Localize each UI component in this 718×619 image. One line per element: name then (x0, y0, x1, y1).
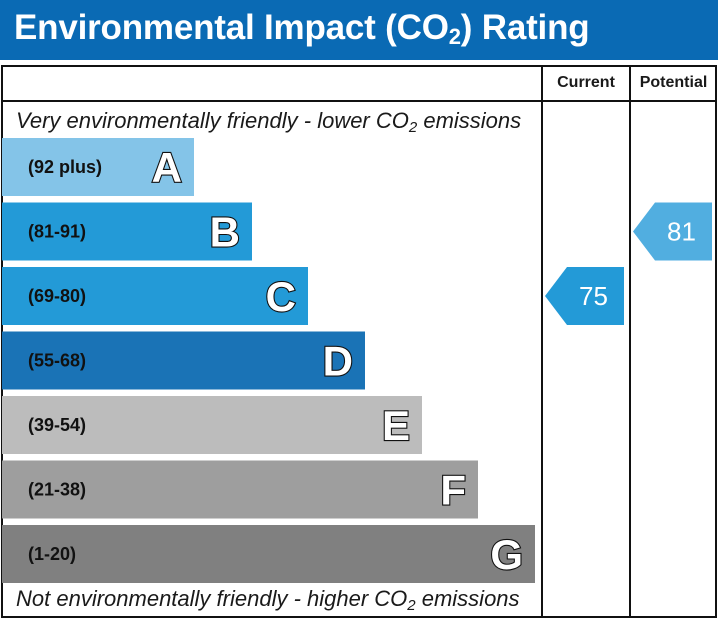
potential-rating-marker: 81 (633, 202, 712, 261)
band-letter: A (152, 144, 182, 191)
current-rating-marker-value: 75 (579, 281, 608, 311)
band-f: (21-38) F (2, 460, 478, 519)
band-b: (81-91) B (2, 202, 252, 261)
band-g: (1-20) G (2, 525, 535, 583)
potential-rating-marker-arrow (633, 202, 712, 261)
band-bar-b (2, 202, 252, 261)
band-range-label: (39-54) (28, 415, 86, 435)
page-title: Environmental Impact (CO2) Rating (14, 8, 590, 49)
band-d: (55-68) D (2, 331, 365, 390)
band-range-label: (81-91) (28, 222, 86, 242)
column-header-potential: Potential (639, 74, 708, 91)
band-letter: F (440, 467, 466, 514)
header-bar: Environmental Impact (CO2) Rating (0, 0, 718, 60)
band-range-label: (69-80) (28, 286, 86, 306)
band-bar-d (2, 331, 365, 390)
table-frame (1, 65, 717, 618)
caption-not-friendly: Not environmentally friendly - higher CO… (16, 586, 520, 614)
band-range-label: (21-38) (28, 480, 86, 500)
band-letter: G (490, 531, 523, 578)
band-c: (69-80) C (2, 267, 308, 325)
band-range-label: (1-20) (28, 544, 76, 564)
band-range-label: (92 plus) (28, 157, 102, 177)
band-bar-e (2, 396, 422, 454)
band-bar-f (2, 460, 478, 519)
current-rating-marker: 75 (545, 267, 624, 325)
band-letter: E (382, 402, 410, 449)
column-header-current: Current (557, 74, 615, 91)
band-bar-g (2, 525, 535, 583)
band-bar-a (2, 138, 194, 196)
band-a: (92 plus) A (2, 138, 194, 196)
current-rating-marker-arrow (545, 267, 624, 325)
band-e: (39-54) E (2, 396, 422, 454)
band-range-label: (55-68) (28, 351, 86, 371)
band-letter: B (210, 209, 240, 256)
band-letter: C (266, 273, 296, 320)
band-bar-c (2, 267, 308, 325)
caption-very-friendly: Very environmentally friendly - lower CO… (16, 108, 522, 136)
band-letter: D (323, 338, 353, 385)
potential-rating-marker-value: 81 (667, 217, 696, 247)
